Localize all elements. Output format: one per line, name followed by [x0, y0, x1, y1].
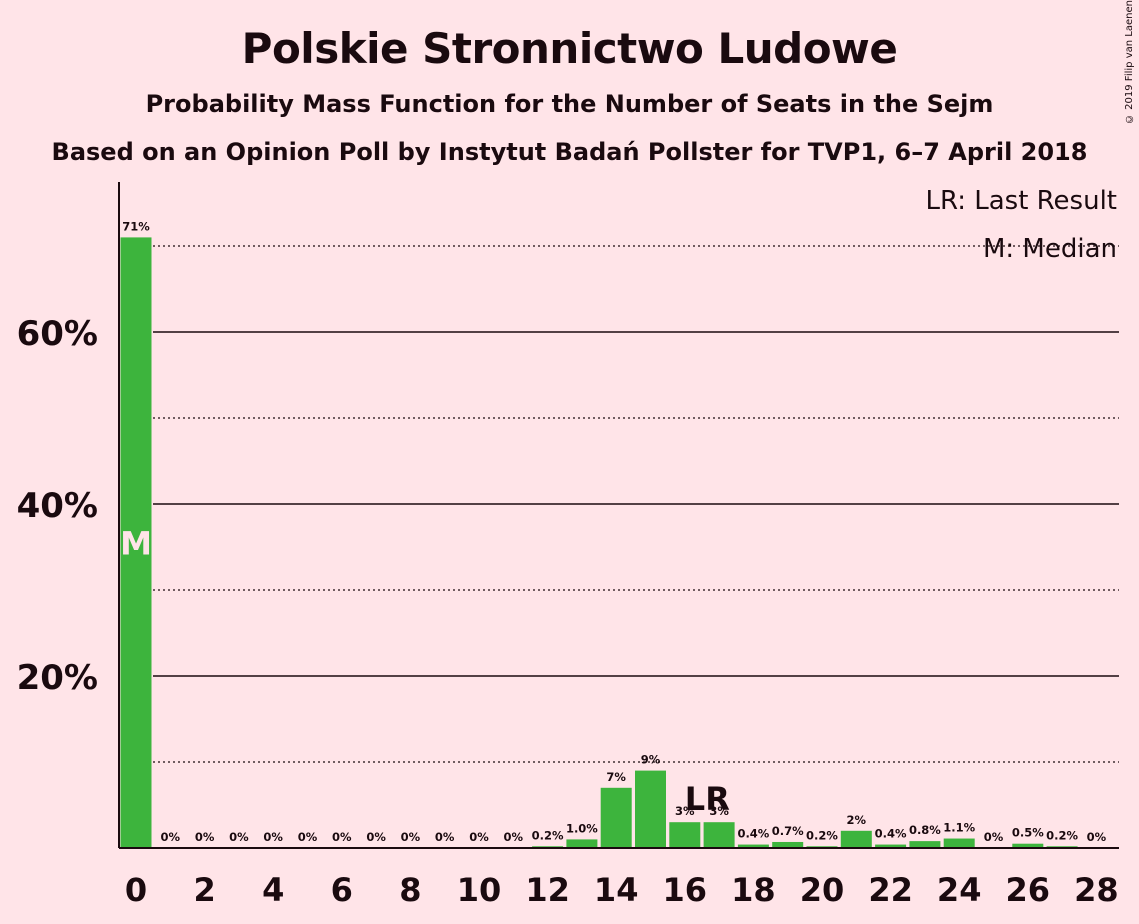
- value-label: 0.5%: [1012, 826, 1044, 840]
- x-tick-label: 18: [731, 871, 776, 909]
- value-label: 0%: [1087, 830, 1107, 844]
- value-label: 3%: [709, 804, 729, 818]
- value-label: 7%: [606, 770, 626, 784]
- y-tick-label: 40%: [17, 486, 98, 526]
- value-label: 71%: [122, 219, 150, 233]
- value-label: 0%: [366, 830, 386, 844]
- x-tick-label: 20: [800, 871, 845, 909]
- legend-entry: LR: Last Result: [925, 186, 1117, 216]
- x-tick-label: 0: [125, 871, 147, 909]
- chart-subtitle: Probability Mass Function for the Number…: [145, 90, 994, 118]
- x-tick-label: 24: [937, 871, 982, 909]
- legend-entry: M: Median: [983, 234, 1117, 264]
- value-label: 0%: [195, 830, 215, 844]
- value-label: 0.4%: [875, 827, 907, 841]
- value-label: 2%: [847, 813, 867, 827]
- median-marker: M: [120, 525, 152, 563]
- value-label: 0%: [263, 830, 283, 844]
- chart-title: Polskie Stronnictwo Ludowe: [241, 24, 898, 73]
- value-label: 0%: [984, 830, 1004, 844]
- bar-seats-24: [943, 838, 975, 848]
- value-label: 0%: [435, 830, 455, 844]
- bar-seats-26: [1012, 843, 1044, 848]
- value-label: 1.1%: [943, 821, 975, 835]
- value-label: 1.0%: [566, 821, 598, 835]
- value-label: 0%: [332, 830, 352, 844]
- last-result-marker: LR: [685, 780, 730, 818]
- bar-seats-22: [875, 844, 907, 848]
- gridlines: [153, 245, 1119, 763]
- y-tick-label: 20%: [17, 658, 98, 698]
- value-label: 0.2%: [806, 828, 838, 842]
- value-label: 9%: [641, 753, 661, 767]
- x-tick-label: 2: [193, 871, 215, 909]
- bar-seats-16: [669, 822, 701, 848]
- value-label: 0%: [298, 830, 318, 844]
- value-label: 0%: [161, 830, 181, 844]
- value-label: 0%: [401, 830, 421, 844]
- value-label: 0.8%: [909, 823, 941, 837]
- bar-seats-17: [703, 822, 735, 848]
- bar-seats-14: [600, 787, 632, 848]
- x-tick-label: 10: [457, 871, 502, 909]
- axes: 20%40%60%0 2 4 6 8 10 12 14 16 18 20 22 24 26 28: [17, 182, 1119, 909]
- bar-seats-15: [635, 770, 666, 848]
- x-tick-label: 26: [1006, 871, 1051, 909]
- x-tick-label: 22: [868, 871, 913, 909]
- bar-seats-0: [120, 237, 152, 848]
- value-label: 0%: [229, 830, 249, 844]
- x-tick-label: 16: [663, 871, 708, 909]
- bar-seats-23: [909, 841, 941, 848]
- bar-seats-13: [566, 839, 598, 848]
- x-tick-label: 8: [399, 871, 421, 909]
- chart-source-line: Based on an Opinion Poll by Instytut Bad…: [51, 138, 1088, 166]
- y-tick-label: 60%: [17, 314, 98, 354]
- x-tick-label: 6: [331, 871, 353, 909]
- value-label: 3%: [675, 804, 695, 818]
- x-tick-label: 12: [525, 871, 570, 909]
- value-label: 0.4%: [737, 827, 769, 841]
- bar-seats-21: [840, 830, 872, 848]
- value-label: 0.2%: [1046, 828, 1078, 842]
- value-label: 0.7%: [772, 824, 804, 838]
- bar-seats-19: [772, 841, 804, 848]
- x-tick-label: 4: [262, 871, 284, 909]
- bar-value-labels: 71%0% 0% 0% 0% 0% 0% 0% 0% 0% 0% 0% 0.2% 1.0%7%9%3% 3…: [120, 219, 1107, 844]
- value-label: 0%: [504, 830, 524, 844]
- legend: LR: Last Result M: Median: [925, 186, 1117, 264]
- x-tick-label: 14: [594, 871, 639, 909]
- value-label: 0.2%: [532, 828, 564, 842]
- bars: [120, 237, 1078, 848]
- value-label: 0%: [469, 830, 489, 844]
- bar-seats-18: [737, 844, 769, 848]
- x-tick-label: 28: [1074, 871, 1119, 909]
